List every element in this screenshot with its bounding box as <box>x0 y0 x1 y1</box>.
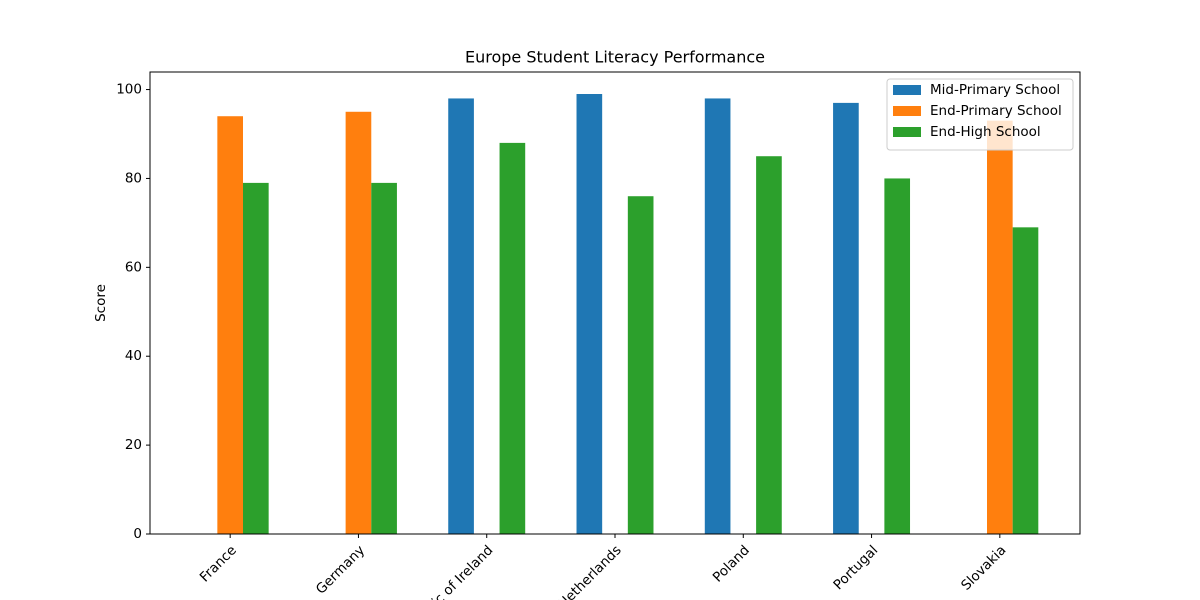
bar <box>987 120 1013 535</box>
legend-swatch <box>893 106 921 116</box>
bar <box>243 182 269 534</box>
bar <box>627 196 654 534</box>
bar <box>1012 227 1039 535</box>
bar <box>884 178 911 534</box>
bar <box>833 102 859 534</box>
y-tick-label: 80 <box>125 170 142 186</box>
y-tick-label: 40 <box>125 348 142 364</box>
y-tick-label: 0 <box>133 526 142 542</box>
x-tick-label: Slovakia <box>958 542 1009 593</box>
x-tick-label: Netherlands <box>555 542 625 600</box>
x-tick-label: France <box>197 542 240 585</box>
bar <box>345 111 372 535</box>
legend-label: Mid-Primary School <box>930 82 1060 98</box>
legend: Mid-Primary School End-Primary School End-… <box>886 78 1074 151</box>
legend-swatch <box>893 127 921 137</box>
y-axis-label: Score <box>93 284 109 322</box>
legend-box <box>886 78 1074 151</box>
x-tick-label: Republic of Ireland <box>396 542 496 600</box>
bar <box>576 94 603 534</box>
bar <box>448 98 474 534</box>
bar <box>371 182 397 534</box>
bar <box>756 156 782 534</box>
legend-label: End-High School <box>930 124 1041 140</box>
bar <box>704 98 731 534</box>
legend-label: End-Primary School <box>930 103 1062 119</box>
x-tick-label: Poland <box>710 542 753 585</box>
y-tick-label: 60 <box>125 259 142 275</box>
legend-swatch <box>893 85 921 95</box>
bar <box>499 142 526 534</box>
bar <box>217 116 243 534</box>
y-tick-label: 100 <box>116 82 142 98</box>
y-tick-label: 20 <box>125 437 142 453</box>
x-tick-label: Germany <box>313 542 368 597</box>
x-tick-label: Portugal <box>830 542 881 593</box>
plot-frame <box>149 71 1081 535</box>
chart-title: Europe Student Literacy Performance <box>465 48 765 67</box>
